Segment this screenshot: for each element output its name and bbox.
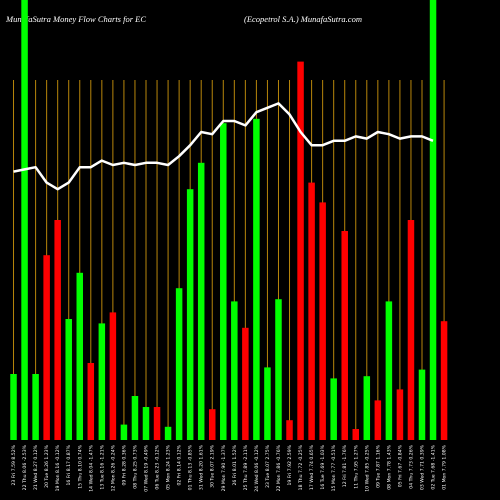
x-tick-label: 19 Fri 7.92 2.59% <box>287 444 293 485</box>
x-tick-label: 25 Thu 7.89 -2.11% <box>243 444 249 490</box>
money-flow-bar <box>220 123 227 440</box>
money-flow-bar <box>98 323 106 440</box>
chart-title-right: (Ecopetrol S.A.) MunafaSutra.com <box>244 14 362 24</box>
money-flow-bars <box>10 0 448 441</box>
money-flow-bar <box>275 299 282 440</box>
money-flow-bar <box>440 321 448 440</box>
x-tick-label: 05 Mon 8.24 1.23% <box>166 444 172 489</box>
money-flow-bar <box>32 374 39 440</box>
money-flow-bar <box>87 363 95 440</box>
x-tick-label: 22 Thu 8.06 -2.53% <box>22 444 28 490</box>
x-tick-label: 08 Thu 8.25 0.73% <box>132 444 138 488</box>
x-tick-label: 31 Wed 8.20 1.61% <box>199 444 205 490</box>
x-tick-label: 10 Wed 7.85 -0.25% <box>364 444 370 491</box>
money-flow-bar <box>142 407 150 440</box>
x-tick-label: 13 Tue 8.16 -1.21% <box>99 444 105 489</box>
x-tick-label: 16 Fri 8.17 0.87% <box>66 444 72 485</box>
money-flow-bar <box>429 0 437 440</box>
money-flow-bar <box>10 374 17 440</box>
x-tick-label: 12 Mon 8.26 -0.24% <box>110 444 116 491</box>
x-tick-label: 15 Mon 7.77 -0.51% <box>331 444 337 491</box>
money-flow-bar <box>407 220 415 440</box>
money-flow-bar <box>164 426 172 440</box>
money-flow-bar <box>242 327 249 440</box>
money-flow-bar <box>385 301 393 440</box>
x-tick-label: 21 Wed 8.27 0.12% <box>33 444 39 490</box>
money-flow-bar <box>131 396 139 440</box>
money-flow-bar <box>186 189 194 440</box>
money-flow-bar <box>21 0 28 440</box>
money-flow-bar <box>352 429 360 440</box>
money-flow-bar <box>43 255 50 440</box>
money-flow-bar <box>341 231 348 440</box>
x-tick-label: 01 Mon 7.79 1.08% <box>442 444 448 489</box>
money-flow-bar <box>319 202 326 440</box>
money-flow-bar <box>197 162 205 441</box>
x-tick-label: 16 Tue 7.69 -1.03% <box>320 444 326 489</box>
money-flow-bar <box>175 288 183 440</box>
money-flow-bar <box>231 301 238 440</box>
x-tick-label: 30 Tue 8.07 2.19% <box>210 444 216 488</box>
x-tick-label: 22 Mon 7.86 -0.76% <box>276 444 282 491</box>
x-tick-label: 20 Tue 8.26 1.23% <box>44 444 50 488</box>
money-flow-bar <box>208 409 216 440</box>
money-flow-bar <box>297 61 304 440</box>
x-tick-label: 02 Tue 7.68 -1.41% <box>431 444 437 489</box>
x-tick-label: 24 Wed 8.06 -0.12% <box>254 444 260 491</box>
x-tick-label: 17 Wed 7.74 0.65% <box>309 444 315 490</box>
money-flow-bar <box>65 319 72 440</box>
money-flow-bar <box>264 367 271 440</box>
x-tick-label: 23 Fri 7.59 8.52% <box>11 444 17 485</box>
x-tick-label: 09 Fri 8.28 0.36% <box>121 444 127 485</box>
x-tick-label: 09 Tue 7.87 1.16% <box>375 444 381 488</box>
x-tick-label: 02 Fri 8.14 0.12% <box>177 444 183 485</box>
x-tick-label: 23 Tue 8.07 2.75% <box>265 444 271 488</box>
money-flow-bar <box>109 312 117 440</box>
x-tick-label: 01 Thu 8.13 -0.85% <box>188 444 194 490</box>
x-tick-label: 04 Thu 7.73 0.26% <box>408 444 414 488</box>
x-tick-label: 29 Mon 7.90 -1.37% <box>221 444 227 491</box>
chart-title-left: MunafaSutra Money Flow Charts for EC <box>5 14 146 24</box>
x-tick-label: 14 Wed 8.04 -1.47% <box>88 444 94 491</box>
money-flow-bar <box>54 220 61 440</box>
money-flow-bar <box>153 407 161 440</box>
x-tick-label: 19 Mon 8.16 -0.12% <box>55 444 61 491</box>
money-flow-bar <box>418 369 426 440</box>
money-flow-bar <box>363 376 371 440</box>
money-flow-bar <box>286 420 293 440</box>
x-tick-label: 18 Thu 7.72 -0.25% <box>298 444 304 490</box>
x-tick-label: 03 Wed 7.71 0.39% <box>420 444 426 490</box>
x-tick-labels: 23 Fri 7.59 8.52% 22 Thu 8.06 -2.53% 21 We… <box>11 444 448 491</box>
x-tick-label: 06 Tue 8.23 -0.12% <box>155 444 161 489</box>
x-tick-label: 12 Fri 7.81 -1.76% <box>342 444 348 487</box>
x-tick-label: 07 Wed 8.19 -0.49% <box>144 444 150 491</box>
x-tick-label: 08 Mon 7.78 1.43% <box>386 444 392 489</box>
money-flow-bar <box>374 400 382 440</box>
money-flow-bar <box>253 118 260 441</box>
money-flow-bar <box>396 389 404 440</box>
money-flow-bar <box>120 424 128 440</box>
x-tick-label: 11 Thu 7.95 1.27% <box>353 444 359 488</box>
x-tick-label: 05 Fri 7.67 -0.84% <box>397 444 403 487</box>
money-flow-bar <box>308 182 315 440</box>
money-flow-bar <box>76 272 84 440</box>
money-flow-line <box>13 102 434 191</box>
x-tick-label: 26 Fri 8.01 1.52% <box>232 444 238 485</box>
x-tick-label: 15 Thu 8.10 0.74% <box>77 444 83 488</box>
money-flow-bar <box>330 378 337 440</box>
